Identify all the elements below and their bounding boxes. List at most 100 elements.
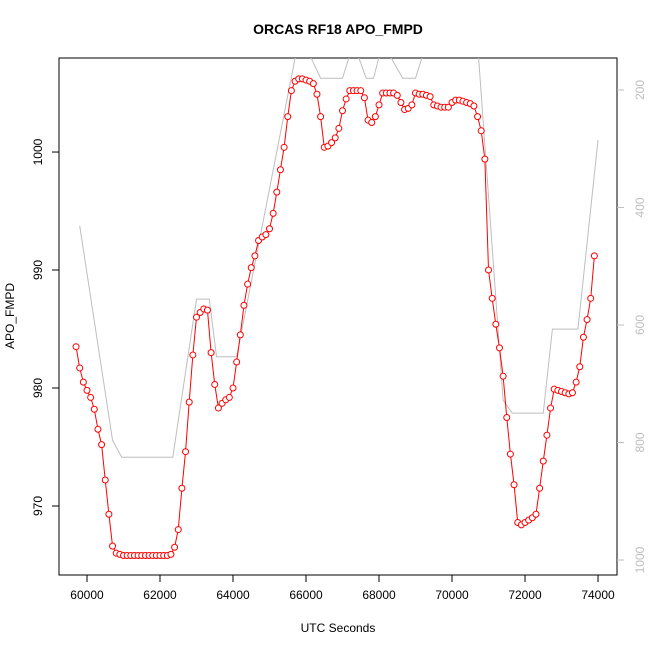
data-point (251, 252, 259, 260)
data-point (506, 450, 514, 458)
data-point (76, 364, 84, 372)
data-point (499, 372, 507, 380)
data-point (276, 166, 284, 174)
data-point (495, 344, 503, 352)
y-tick-label: 1000 (31, 138, 45, 165)
data-point (357, 87, 365, 95)
data-point (189, 351, 197, 359)
y2-tick-label: 200 (633, 80, 647, 100)
data-point (101, 476, 109, 484)
data-point (309, 80, 317, 88)
data-point (273, 188, 281, 196)
data-point (481, 155, 489, 163)
pressure-line (79, 58, 599, 458)
y2-tick-label: 1000 (633, 546, 647, 573)
data-point (247, 264, 255, 272)
x-tick-label: 60000 (70, 588, 104, 602)
data-point (203, 306, 211, 314)
x-tick-label: 74000 (581, 588, 615, 602)
data-point (583, 316, 591, 324)
y2-tick-label: 400 (633, 197, 647, 217)
data-point (488, 294, 496, 302)
data-point (90, 405, 98, 413)
data-point (342, 95, 350, 103)
data-point (284, 113, 292, 121)
data-point (368, 119, 376, 127)
data-point (167, 550, 175, 558)
data-point (397, 98, 405, 106)
data-point (375, 101, 383, 109)
data-point (287, 87, 295, 95)
data-point (72, 343, 80, 351)
data-point (233, 358, 241, 366)
data-point (207, 349, 215, 357)
data-point (568, 389, 576, 397)
data-point (236, 331, 244, 339)
data-point (269, 209, 277, 217)
y-tick-label: 980 (31, 378, 45, 398)
data-point (225, 393, 233, 401)
data-point (590, 252, 598, 260)
data-point (79, 378, 87, 386)
data-point (229, 384, 237, 392)
data-point (244, 280, 252, 288)
data-point (474, 113, 482, 121)
data-point (579, 333, 587, 341)
data-point (532, 510, 540, 518)
data-point (109, 542, 117, 550)
y2-tick-label: 600 (633, 315, 647, 335)
y-tick-label: 990 (31, 260, 45, 280)
data-point (477, 127, 485, 135)
data-point (485, 266, 493, 274)
data-point (214, 404, 222, 412)
data-point (503, 413, 511, 421)
data-point (360, 94, 368, 102)
x-axis-label: UTC Seconds (301, 621, 376, 635)
y-tick-label: 970 (31, 496, 45, 516)
data-point (576, 363, 584, 371)
data-point (587, 294, 595, 302)
data-point (339, 107, 347, 115)
data-point (470, 102, 478, 110)
data-point (408, 101, 416, 109)
data-point (98, 441, 106, 449)
data-point (211, 380, 219, 388)
data-point (83, 386, 91, 394)
data-point (536, 484, 544, 492)
data-point (193, 313, 201, 321)
chart-title: ORCAS RF18 APO_FMPD (253, 21, 423, 37)
data-point (426, 93, 434, 101)
x-tick-label: 64000 (216, 588, 250, 602)
data-point (335, 124, 343, 132)
x-tick-label: 62000 (143, 588, 177, 602)
y-axis-label: APO_FMPD (3, 283, 17, 349)
data-point (539, 457, 547, 465)
data-point (185, 398, 193, 406)
data-point (262, 231, 270, 239)
plot-frame (58, 57, 618, 576)
data-point (171, 543, 179, 551)
x-tick-label: 66000 (289, 588, 323, 602)
data-point (266, 225, 274, 233)
data-point (280, 143, 288, 151)
data-point (547, 404, 555, 412)
data-point (328, 139, 336, 147)
data-point (393, 91, 401, 99)
plot-area (72, 58, 599, 560)
data-point (317, 113, 325, 121)
x-tick-label: 70000 (435, 588, 469, 602)
data-point (444, 103, 452, 111)
data-point (174, 526, 182, 534)
data-point (371, 113, 379, 121)
data-point (94, 425, 102, 433)
data-point (572, 378, 580, 386)
data-point (543, 431, 551, 439)
x-tick-label: 68000 (362, 588, 396, 602)
data-point (510, 481, 518, 489)
data-point (240, 301, 248, 309)
data-point (331, 134, 339, 142)
data-point (178, 484, 186, 492)
data-point (313, 90, 321, 98)
x-tick-label: 72000 (508, 588, 542, 602)
y2-tick-label: 800 (633, 432, 647, 452)
